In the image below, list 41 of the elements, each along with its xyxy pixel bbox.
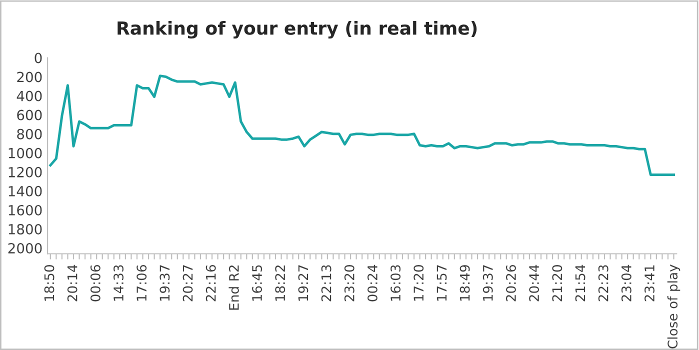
x-tick-label: 20:14 — [67, 264, 78, 302]
x-tick-label: 22:23 — [598, 265, 608, 302]
x-tick-label: 17:06 — [136, 265, 147, 301]
x-tick-label: 17:20 — [414, 265, 424, 301]
x-tick-label: 19:27 — [298, 265, 308, 301]
x-tick-label: 19:37 — [482, 265, 493, 301]
x-tick-label: 19:37 — [160, 265, 170, 301]
x-tick-label: 20:27 — [182, 265, 193, 302]
x-tick-label: 20:26 — [506, 265, 516, 302]
chart-title: Ranking of your entry (in real time) — [118, 20, 477, 39]
x-tick-label: Close of play — [667, 264, 680, 348]
x-tick-label: 16:45 — [252, 265, 262, 301]
y-tick-label: 800 — [17, 128, 42, 140]
x-tick-label: 23:20 — [344, 265, 354, 302]
x-tick-label: 21:20 — [552, 265, 562, 302]
x-tick-label: 20:44 — [529, 264, 540, 302]
x-tick-label: 00:06 — [90, 265, 100, 302]
x-tick-label: 23:04 — [621, 264, 632, 302]
x-tick-label: 14:33 — [114, 265, 124, 301]
line-series — [49, 74, 675, 176]
x-tick-label: 18:49 — [460, 265, 470, 301]
y-tick-label: 1600 — [8, 204, 42, 216]
x-tick-label: 00:24 — [367, 264, 378, 302]
x-tick-label: 21:54 — [575, 264, 586, 302]
y-tick-label: 600 — [17, 110, 42, 120]
y-tick-label: 1800 — [8, 224, 42, 234]
y-tick-label: 400 — [16, 90, 42, 102]
y-tick-label: 1400 — [8, 186, 42, 196]
x-tick-label: 18:50 — [44, 265, 54, 301]
y-tick-label: 1000 — [8, 148, 42, 158]
y-tick-label: 1200 — [8, 166, 42, 178]
y-tick-label: 200 — [17, 72, 42, 82]
x-tick-label: 16:03 — [390, 265, 401, 301]
x-tick-label: End R2 — [228, 265, 239, 310]
x-tick-label: 23:41 — [644, 265, 654, 302]
y-tick-label: 2000 — [8, 243, 42, 254]
x-tick-label: 22:13 — [321, 265, 332, 302]
y-tick-label: 0 — [34, 52, 42, 64]
x-tick-label: 18:22 — [275, 265, 286, 301]
x-tick-label: 22:16 — [206, 265, 216, 302]
x-tick-label: 17:57 — [436, 265, 447, 301]
